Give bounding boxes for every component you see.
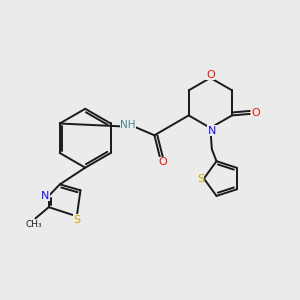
Text: S: S [73, 215, 80, 225]
Text: N: N [41, 191, 50, 201]
Text: O: O [206, 70, 215, 80]
Text: S: S [197, 174, 204, 184]
Text: O: O [158, 158, 167, 167]
Text: O: O [251, 108, 260, 118]
Text: NH: NH [120, 120, 136, 130]
Text: CH₃: CH₃ [26, 220, 42, 229]
Text: N: N [208, 126, 216, 136]
